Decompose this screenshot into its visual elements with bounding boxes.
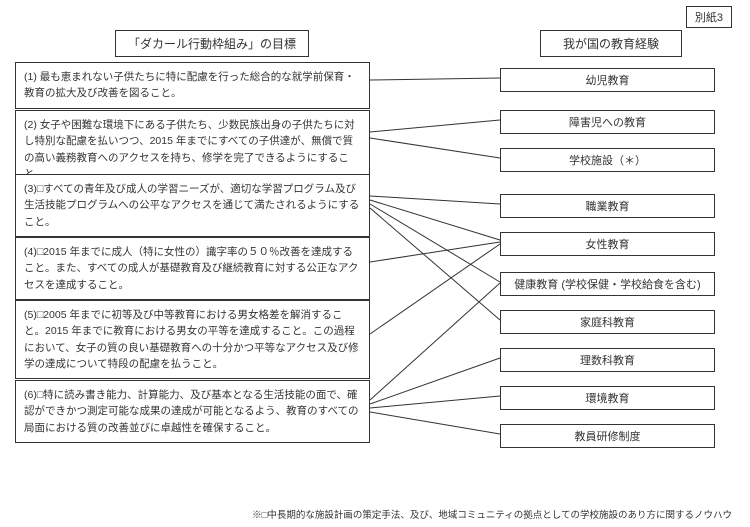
attachment-label: 別紙3 — [686, 6, 732, 28]
experience-box-R2: 障害児への教育 — [500, 110, 715, 134]
footnote: ※□中長期的な施設計画の策定手法、及び、地域コミュニティの拠点としての学校施設の… — [252, 507, 732, 521]
goal-box-L3: (3)□すべての青年及び成人の学習ニーズが、適切な学習プログラム及び生活技能プロ… — [15, 174, 370, 237]
left-column-header: 「ダカール行動枠組み」の目標 — [115, 30, 309, 57]
experience-box-R4: 職業教育 — [500, 194, 715, 218]
experience-box-R3: 学校施設（＊） — [500, 148, 715, 172]
goal-box-L4: (4)□2015 年までに成人（特に女性の）識字率の５０％改善を達成すること。ま… — [15, 237, 370, 300]
experience-box-R5: 女性教育 — [500, 232, 715, 256]
goal-box-L6: (6)□特に読み書き能力、計算能力、及び基本となる生活技能の面で、確認ができかつ… — [15, 380, 370, 443]
goal-box-L1: (1) 最も恵まれない子供たちに特に配慮を行った総合的な就学前保育・教育の拡大及… — [15, 62, 370, 109]
experience-box-R7: 家庭科教育 — [500, 310, 715, 334]
experience-box-R1: 幼児教育 — [500, 68, 715, 92]
experience-box-R8: 理数科教育 — [500, 348, 715, 372]
experience-box-R9: 環境教育 — [500, 386, 715, 410]
experience-box-R6: 健康教育 (学校保健・学校給食を含む) — [500, 272, 715, 296]
experience-box-R10: 教員研修制度 — [500, 424, 715, 448]
goal-box-L5: (5)□2005 年までに初等及び中等教育における男女格差を解消すること。201… — [15, 300, 370, 379]
right-column-header: 我が国の教育経験 — [540, 30, 682, 57]
